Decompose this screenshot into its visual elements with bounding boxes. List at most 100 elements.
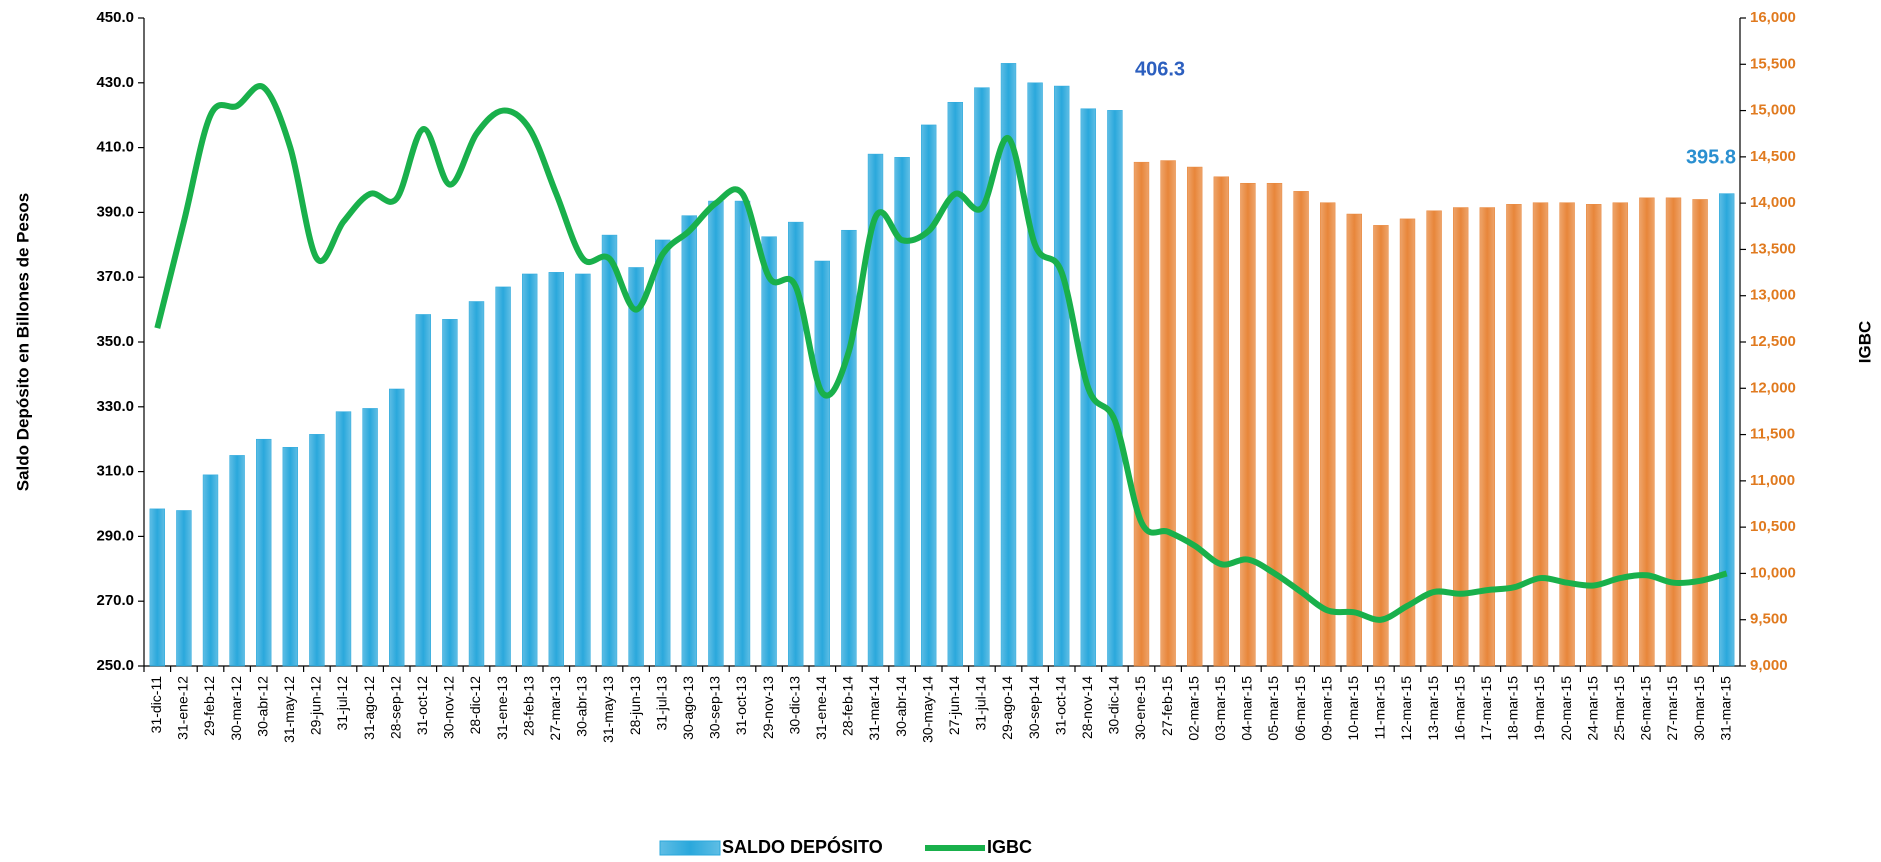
bar [442, 319, 458, 667]
y-tick-label: 430.0 [96, 74, 134, 91]
bar [1692, 199, 1708, 667]
x-tick-label: 31-ene-13 [494, 676, 510, 740]
x-tick-label: 31-oct-12 [414, 676, 430, 735]
bar [1000, 63, 1017, 667]
bar [389, 388, 405, 667]
x-tick-label: 28-jun-13 [627, 676, 643, 735]
x-tick-label: 28-dic-12 [467, 676, 483, 735]
x-tick-label: 02-mar-15 [1185, 676, 1201, 741]
y2-tick-label: 14,500 [1750, 148, 1796, 165]
bar [1373, 225, 1389, 667]
y-tick-label: 370.0 [96, 268, 134, 285]
x-tick-label: 31-oct-13 [733, 676, 749, 735]
bar [1612, 202, 1628, 667]
x-tick-label: 30-sep-14 [1026, 676, 1042, 739]
x-tick-label: 31-jul-13 [653, 676, 669, 731]
bar [282, 447, 298, 667]
bar [841, 229, 857, 667]
x-tick-label: 25-mar-15 [1611, 676, 1627, 741]
bar [1160, 160, 1176, 667]
x-tick-label: 31-may-12 [281, 676, 297, 743]
bar [202, 474, 219, 667]
x-tick-label: 31-ene-12 [175, 676, 191, 740]
x-tick-label: 27-mar-13 [547, 676, 563, 741]
x-tick-label: 19-mar-15 [1531, 676, 1547, 741]
bar [814, 260, 830, 667]
bar [1559, 202, 1575, 667]
bar [734, 200, 751, 667]
x-tick-label: 12-mar-15 [1398, 676, 1414, 741]
x-tick-label: 30-nov-12 [441, 676, 457, 739]
x-tick-label: 16-mar-15 [1451, 676, 1467, 741]
y-axis-title: Saldo Depósito en Billones de Pesos [13, 193, 32, 492]
bar [362, 408, 378, 667]
y-tick-label: 250.0 [96, 657, 134, 674]
x-tick-label: 03-mar-15 [1212, 676, 1228, 741]
bar [1665, 197, 1682, 667]
x-tick-label: 27-mar-15 [1664, 676, 1680, 741]
line [154, 83, 1728, 623]
annotation: 395.8 [1686, 146, 1736, 168]
x-tick-label: 30-abr-14 [893, 676, 909, 737]
x-tick-label: 30-ene-15 [1132, 676, 1148, 740]
y2-tick-label: 14,000 [1750, 194, 1796, 211]
x-tick-label: 13-mar-15 [1425, 676, 1441, 741]
bar [708, 200, 724, 667]
bar [548, 272, 564, 667]
bar [974, 87, 990, 667]
x-tick-label: 30-may-14 [919, 676, 935, 743]
y2-tick-label: 15,500 [1750, 55, 1796, 72]
y2-tick-label: 13,000 [1750, 287, 1796, 304]
y2-tick-label: 13,500 [1750, 240, 1796, 257]
y2-tick-label: 9,500 [1750, 611, 1788, 628]
x-tick-label: 31-ene-14 [813, 676, 829, 740]
bar [149, 508, 165, 667]
bar [601, 234, 618, 667]
x-tick-label: 18-mar-15 [1505, 676, 1521, 741]
y2-tick-label: 12,000 [1750, 379, 1796, 396]
bar [335, 411, 352, 667]
bar [1320, 202, 1336, 667]
bar [1240, 182, 1256, 667]
bar [681, 215, 697, 667]
bar [1107, 110, 1123, 667]
x-tick-label: 10-mar-15 [1345, 676, 1361, 741]
x-tick-label: 28-sep-12 [387, 676, 403, 739]
bar [522, 273, 538, 667]
y2-tick-label: 11,500 [1750, 426, 1795, 443]
x-tick-label: 17-mar-15 [1478, 676, 1494, 741]
x-tick-label: 29-ago-14 [999, 676, 1015, 740]
x-tick-label: 31-ago-12 [361, 676, 377, 740]
bar [1479, 207, 1495, 667]
x-tick-label: 26-mar-15 [1638, 676, 1654, 741]
y-tick-label: 410.0 [96, 139, 134, 156]
x-tick-label: 31-jul-14 [973, 676, 989, 731]
x-tick-label: 28-nov-14 [1079, 676, 1095, 739]
bar [1426, 210, 1442, 667]
y2-tick-label: 15,000 [1750, 102, 1796, 119]
bar [761, 236, 777, 667]
bar [1213, 176, 1229, 667]
x-tick-label: 28-feb-14 [840, 676, 856, 736]
y2-tick-label: 12,500 [1750, 333, 1796, 350]
y2-tick-label: 9,000 [1750, 657, 1788, 674]
x-tick-label: 31-oct-14 [1052, 676, 1068, 735]
x-tick-label: 30-ago-13 [680, 676, 696, 740]
y2-tick-label: 11,000 [1750, 472, 1795, 489]
bar [575, 273, 591, 667]
bar [788, 221, 804, 667]
x-tick-label: 29-feb-12 [201, 676, 217, 736]
x-tick-label: 24-mar-15 [1584, 676, 1600, 741]
y2-axis-title: IGBC [1855, 321, 1874, 364]
x-tick-label: 28-feb-13 [520, 676, 536, 736]
bar [921, 124, 937, 667]
bar [1133, 161, 1150, 667]
x-tick-label: 31-jul-12 [334, 676, 350, 731]
annotation: 406.3 [1135, 58, 1185, 80]
y2-tick-label: 10,500 [1750, 518, 1796, 535]
bar [1266, 182, 1283, 667]
legend-swatch [659, 840, 721, 856]
bar [1027, 82, 1043, 667]
x-tick-label: 30-dic-13 [786, 676, 802, 735]
y2-tick-label: 10,000 [1750, 564, 1796, 581]
